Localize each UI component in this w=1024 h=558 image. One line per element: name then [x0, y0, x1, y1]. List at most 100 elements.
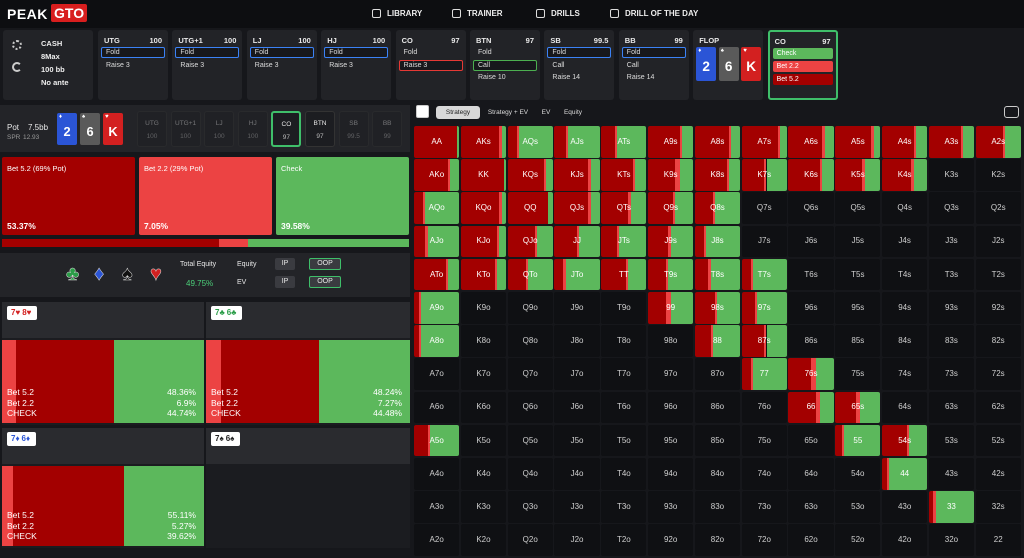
- hand-cell[interactable]: Q9o: [507, 292, 553, 324]
- hand-cell[interactable]: J6s: [788, 225, 834, 258]
- hand-cell[interactable]: ATs: [601, 126, 647, 158]
- hand-cell[interactable]: KTo: [460, 258, 507, 291]
- hand-cell[interactable]: A2s: [975, 126, 1021, 158]
- hand-cell[interactable]: J6o: [554, 391, 600, 424]
- hand-cell[interactable]: J7o: [554, 358, 600, 391]
- hand-cell[interactable]: A4o: [414, 458, 460, 490]
- hand-cell[interactable]: 74s: [882, 358, 928, 391]
- seat[interactable]: SB 99.5: [338, 111, 369, 147]
- hand-cell[interactable]: Q9s: [648, 192, 694, 225]
- hand-cell[interactable]: 92s: [975, 292, 1021, 324]
- hand-cell[interactable]: 54s: [882, 424, 928, 457]
- hand-cell[interactable]: K2s: [975, 159, 1021, 191]
- hand-cell[interactable]: J7s: [741, 225, 787, 258]
- hand-cell[interactable]: QJo: [507, 225, 553, 258]
- action-option[interactable]: Call: [473, 59, 537, 71]
- hand-cell[interactable]: K5o: [460, 424, 507, 457]
- hand-cell[interactable]: KK: [460, 159, 507, 191]
- hand-cell[interactable]: T3s: [928, 258, 975, 291]
- hand-cell[interactable]: T8s: [694, 258, 741, 291]
- position-card[interactable]: BB 99 Fold Call Raise 14: [618, 30, 689, 100]
- hand-cell[interactable]: 82o: [694, 524, 741, 557]
- seat[interactable]: CO 97: [271, 111, 302, 147]
- action-option[interactable]: Call: [626, 61, 639, 69]
- hand-cell[interactable]: A8o: [414, 325, 460, 357]
- hand-cell[interactable]: K9s: [648, 159, 694, 191]
- hand-cell[interactable]: 84s: [882, 325, 928, 357]
- seat[interactable]: UTG+1 100: [170, 111, 201, 147]
- strategy-box[interactable]: Bet 5.2 (69% Pot) 53.37%: [2, 157, 135, 235]
- suit-filter[interactable]: ♣: [66, 263, 80, 286]
- hand-cell[interactable]: 96o: [648, 391, 694, 424]
- hand-cell[interactable]: 73s: [928, 358, 975, 391]
- hand-cell[interactable]: 53o: [835, 491, 881, 523]
- hand-cell[interactable]: 33: [928, 491, 975, 523]
- action-option[interactable]: Fold: [478, 49, 492, 56]
- current-action[interactable]: Bet 2.2: [772, 61, 833, 72]
- action-option[interactable]: Raise 3: [106, 61, 130, 69]
- hand-cell[interactable]: 87s: [741, 325, 787, 357]
- action-option[interactable]: Fold: [101, 47, 165, 58]
- hand-cell[interactable]: K4o: [460, 458, 507, 490]
- hand-cell[interactable]: 65o: [788, 424, 834, 457]
- suit-filter[interactable]: ♠: [122, 263, 133, 286]
- hand-cell[interactable]: Q8o: [507, 325, 553, 357]
- hand-cell[interactable]: 62o: [788, 524, 834, 557]
- action-option[interactable]: Raise 3: [180, 61, 205, 69]
- hand-cell[interactable]: AKo: [414, 159, 460, 191]
- hand-cell[interactable]: 99: [648, 292, 694, 324]
- hand-cell[interactable]: AQo: [414, 192, 460, 225]
- hand-cell[interactable]: Q4o: [507, 458, 553, 490]
- controller-icon[interactable]: [1004, 106, 1019, 118]
- hand-cell[interactable]: 65s: [835, 391, 881, 424]
- hand-cell[interactable]: 96s: [788, 292, 834, 324]
- hand-cell[interactable]: QTo: [507, 258, 553, 291]
- hand-cell[interactable]: JTo: [554, 258, 600, 291]
- hand-cell[interactable]: A5o: [414, 424, 460, 457]
- hand-cell[interactable]: KQs: [507, 159, 553, 191]
- hand-cell[interactable]: 94s: [882, 292, 928, 324]
- equity-option[interactable]: OOP: [309, 258, 341, 270]
- hand-cell[interactable]: 75o: [741, 424, 787, 457]
- action-option[interactable]: Fold: [249, 47, 314, 58]
- equity-option[interactable]: IP: [275, 276, 295, 288]
- hand-cell[interactable]: T3o: [601, 491, 647, 523]
- hand-cell[interactable]: J5o: [554, 424, 600, 457]
- hand-cell[interactable]: 93s: [928, 292, 975, 324]
- hand-cell[interactable]: A4s: [882, 126, 928, 158]
- hand-cell[interactable]: 42s: [975, 458, 1021, 490]
- hand-cell[interactable]: 64s: [882, 391, 928, 424]
- hand-cell[interactable]: 74o: [741, 458, 787, 490]
- hand-cell[interactable]: 73o: [741, 491, 787, 523]
- hand-cell[interactable]: Q3o: [507, 491, 553, 523]
- action-option[interactable]: Raise 3: [254, 61, 279, 69]
- hand-cell[interactable]: 72s: [975, 358, 1021, 391]
- hand-cell[interactable]: A6s: [788, 126, 834, 158]
- hand-cell[interactable]: Q4s: [882, 192, 928, 225]
- hand-cell[interactable]: A9s: [648, 126, 694, 158]
- hand-cell[interactable]: T7o: [601, 358, 647, 391]
- tab[interactable]: Equity: [563, 109, 583, 116]
- equity-option[interactable]: IP: [275, 258, 295, 270]
- hand-cell[interactable]: AJs: [554, 126, 600, 158]
- hand-cell[interactable]: T4o: [601, 458, 647, 490]
- action-option[interactable]: Fold: [175, 47, 240, 58]
- hand-cell[interactable]: KJo: [460, 225, 507, 258]
- position-card[interactable]: CO 97 Fold Raise 3: [395, 30, 466, 100]
- hand-cell[interactable]: 95o: [648, 424, 694, 457]
- hand-cell[interactable]: AKs: [460, 126, 507, 158]
- hand-cell[interactable]: K5s: [835, 159, 881, 191]
- strategy-box[interactable]: Check 39.58%: [276, 157, 409, 235]
- hand-cell[interactable]: 84o: [694, 458, 741, 490]
- hand-cell[interactable]: 86s: [788, 325, 834, 357]
- current-action[interactable]: Bet 5.2: [772, 74, 833, 85]
- hand-cell[interactable]: A7s: [741, 126, 787, 158]
- seat[interactable]: UTG 100: [137, 111, 167, 147]
- hand-cell[interactable]: K4s: [882, 159, 928, 191]
- hand-cell[interactable]: J9o: [554, 292, 600, 324]
- hand-cell[interactable]: 43o: [882, 491, 928, 523]
- action-option[interactable]: Raise 3: [329, 61, 353, 69]
- hand-cell[interactable]: J8s: [694, 225, 741, 258]
- position-card[interactable]: BTN 97 Fold Call Raise 10: [470, 30, 540, 100]
- position-card[interactable]: HJ 100 Fold Raise 3: [321, 30, 392, 100]
